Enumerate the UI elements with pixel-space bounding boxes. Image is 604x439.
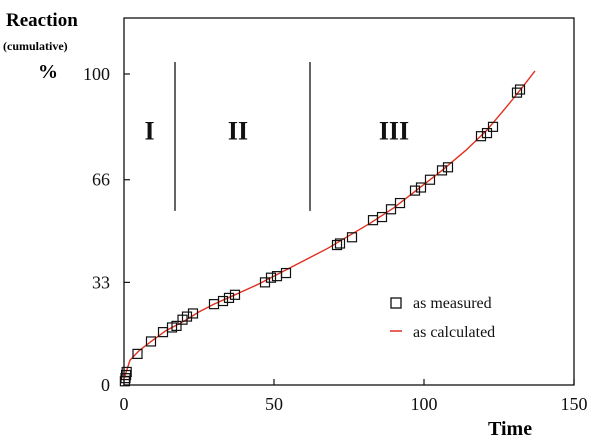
- measured-point: [171, 320, 182, 332]
- measured-point: [223, 292, 235, 304]
- measured-point: [331, 239, 343, 251]
- y-tick-labels: 0 33 66 100: [83, 64, 110, 395]
- measured-point: [409, 185, 421, 196]
- region-label-I: I: [144, 116, 154, 145]
- y-axis-label-line-1: Reaction: [6, 10, 78, 31]
- legend: as measured as calculated: [390, 295, 495, 341]
- measured-point: [145, 336, 157, 347]
- calculated-series: [123, 70, 536, 380]
- legend-square-marker: [390, 297, 402, 309]
- measured-series: [119, 84, 526, 387]
- y-tick-label: 66: [92, 170, 110, 190]
- x-axis-label: Time: [488, 418, 532, 439]
- region-label-III: III: [379, 116, 409, 145]
- measured-point: [280, 267, 292, 279]
- measured-point: [436, 165, 448, 176]
- y-tick-label: 33: [92, 272, 110, 292]
- measured-point: [511, 87, 523, 98]
- x-tick-label: 0: [120, 394, 129, 414]
- y-tick-label: 0: [101, 375, 110, 395]
- measured-point: [424, 174, 436, 185]
- measured-point: [415, 182, 427, 193]
- legend-label-measured: as measured: [413, 295, 492, 312]
- measured-point: [475, 131, 487, 142]
- y-axis-label-line-2: (cumulative): [3, 39, 68, 53]
- x-tick-labels: 0 50 100 150: [120, 394, 588, 414]
- measured-point: [187, 308, 199, 319]
- measured-point: [217, 295, 229, 307]
- plot-frame: [123, 17, 575, 386]
- y-axis-label-line-3: %: [38, 61, 58, 83]
- axis-ticks: [123, 73, 575, 386]
- measured-point: [487, 121, 499, 132]
- measured-point: [385, 204, 397, 215]
- measured-point: [376, 211, 388, 223]
- region-boundaries: [174, 61, 311, 211]
- x-tick-label: 100: [411, 394, 438, 414]
- region-labels: I II III: [144, 116, 409, 145]
- legend-label-calculated: as calculated: [413, 324, 495, 341]
- calculated-line: [123, 70, 536, 380]
- x-tick-label: 50: [265, 394, 283, 414]
- measured-point: [181, 311, 193, 322]
- measured-point: [265, 272, 277, 283]
- measured-point: [334, 238, 346, 249]
- measured-point: [121, 366, 132, 378]
- measured-point: [229, 289, 241, 300]
- measured-point: [346, 232, 358, 243]
- measured-point: [514, 84, 526, 95]
- measured-point: [442, 162, 454, 173]
- measured-point: [481, 127, 493, 139]
- measured-point: [132, 348, 143, 359]
- measured-point: [394, 197, 406, 209]
- region-label-II: II: [228, 116, 248, 145]
- x-tick-label: 150: [561, 394, 588, 414]
- y-tick-label: 100: [83, 64, 110, 84]
